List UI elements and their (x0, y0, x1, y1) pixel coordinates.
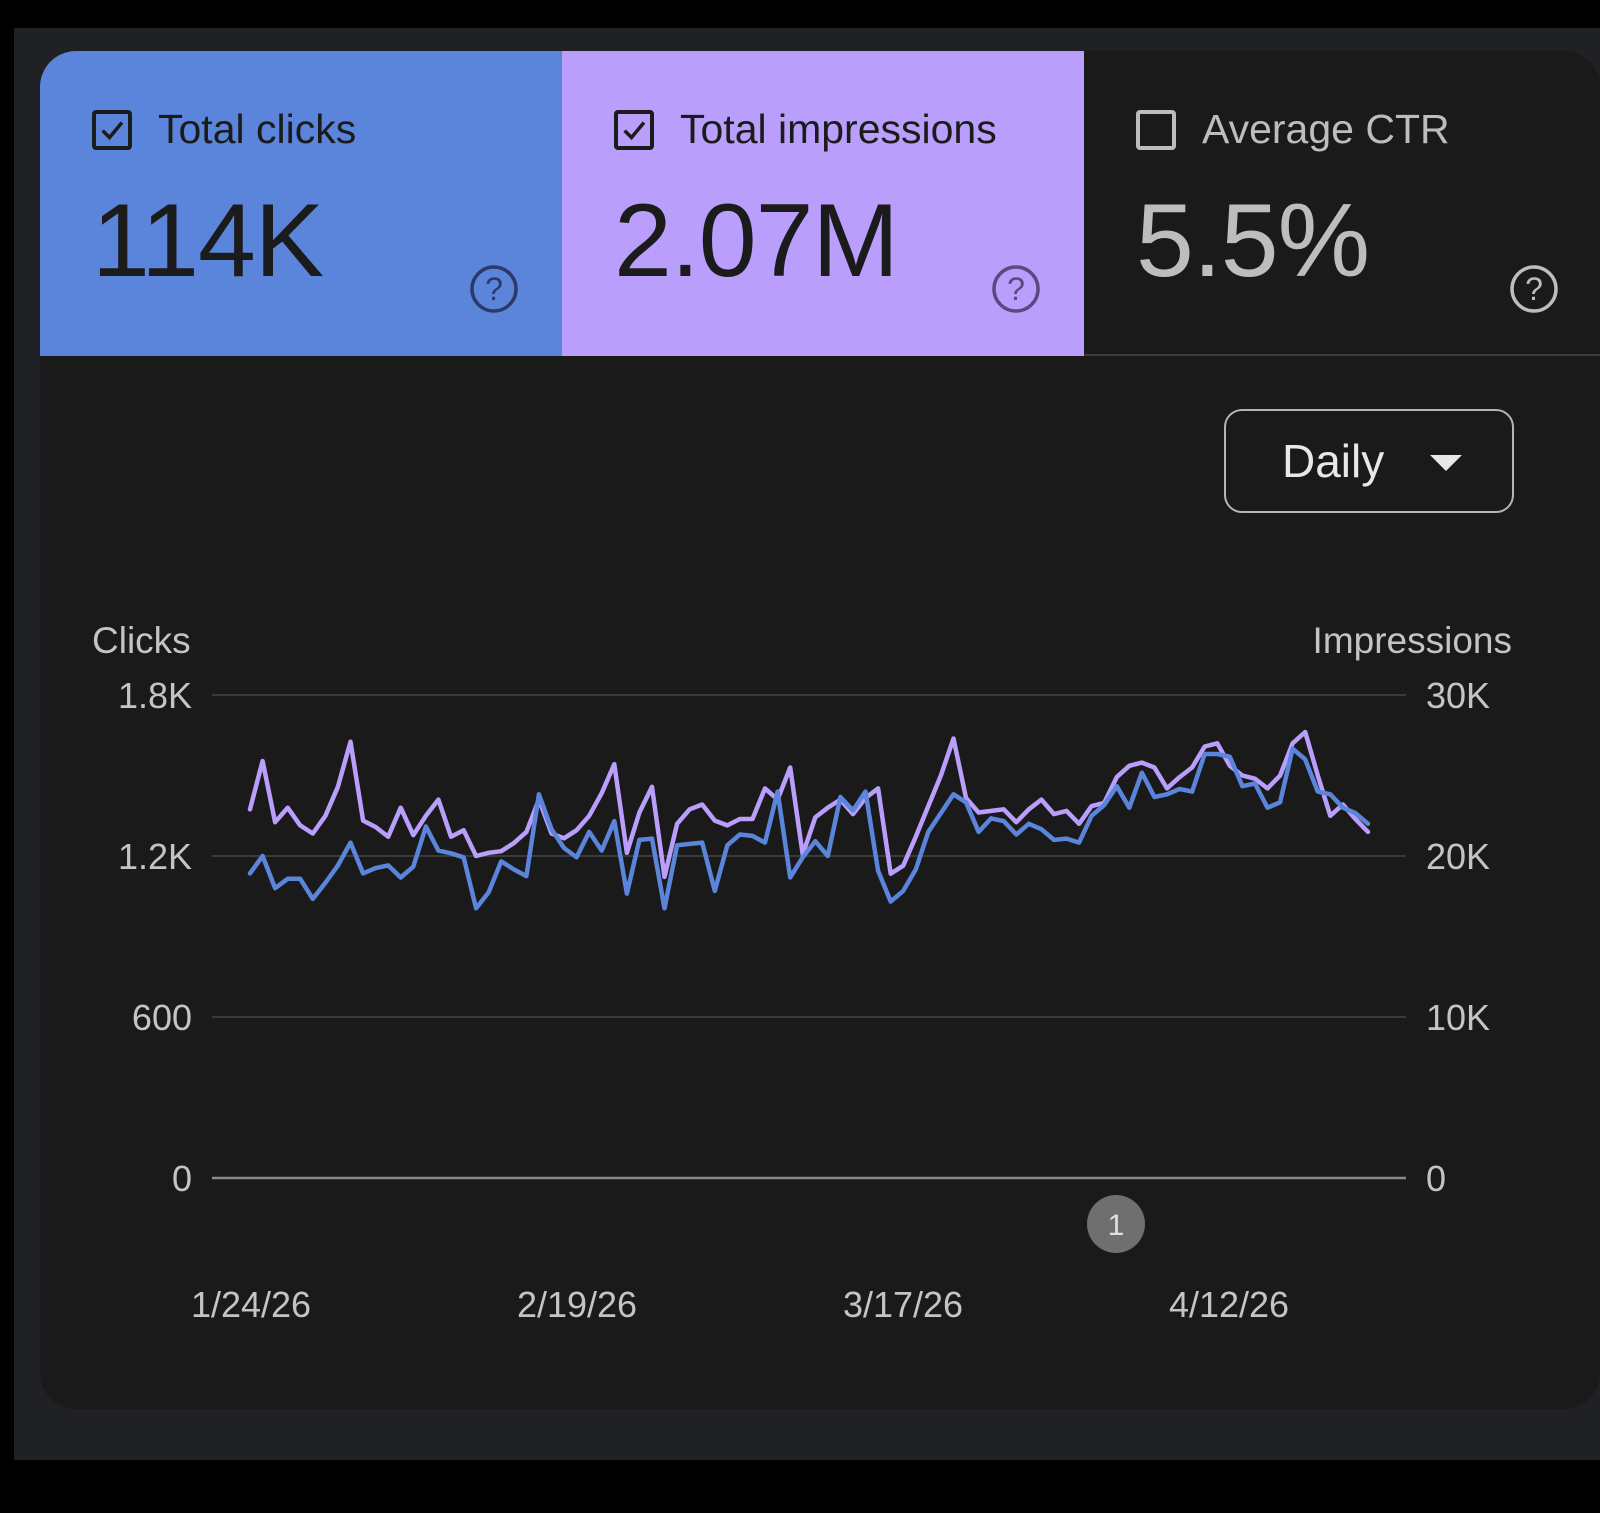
metric-tile-average-ctr[interactable]: Average CTR 5.5% ? (1084, 51, 1600, 356)
help-circle-icon[interactable]: ? (468, 263, 520, 315)
metric-label: Total clicks (158, 106, 357, 152)
y-left-tick-label: 0 (172, 1158, 192, 1199)
metric-value: 5.5% (1136, 183, 1370, 299)
annotation-marker[interactable] (1087, 1195, 1145, 1253)
y-right-tick-label: 0 (1426, 1158, 1446, 1199)
y-left-tick-label: 1.2K (118, 836, 192, 877)
checkbox-empty-icon[interactable] (1136, 109, 1176, 150)
x-tick-label: 2/19/26 (517, 1284, 637, 1325)
metric-value: 2.07M (614, 183, 899, 299)
y-left-axis-title: Clicks (92, 620, 191, 661)
svg-text:?: ? (485, 271, 503, 307)
x-tick-label: 3/17/26 (843, 1284, 963, 1325)
metric-tile-header: Average CTR (1136, 109, 1450, 150)
series-line-total-clicks[interactable] (247, 746, 1371, 911)
checkbox-checked-icon[interactable] (92, 109, 132, 150)
help-circle-icon[interactable]: ? (990, 263, 1042, 315)
metric-tile-header: Total impressions (614, 109, 997, 150)
annotation-marker-label: 1 (1108, 1209, 1125, 1242)
metric-tile-total-impressions[interactable]: Total impressions 2.07M ? (562, 51, 1084, 356)
metric-label: Total impressions (680, 106, 997, 152)
y-left-tick-label: 1.8K (118, 675, 192, 716)
performance-chart: Clicks Impressions 1.8K 30K 1.2K 20K 600 10K 0… (92, 620, 1512, 1325)
metric-value: 114K (92, 183, 324, 299)
y-left-tick-label: 600 (132, 997, 192, 1038)
metric-tile-header: Total clicks (92, 109, 356, 150)
performance-card: Total clicks 114K ? Total impressions 2.… (40, 51, 1600, 1409)
y-right-tick-label: 20K (1426, 836, 1490, 877)
y-right-tick-label: 30K (1426, 675, 1490, 716)
svg-text:?: ? (1525, 271, 1543, 307)
checkbox-checked-icon[interactable] (614, 109, 654, 150)
x-tick-label: 4/12/26 (1169, 1284, 1289, 1325)
help-circle-icon[interactable]: ? (1508, 263, 1560, 315)
metric-tiles: Total clicks 114K ? Total impressions 2.… (40, 51, 1600, 356)
caret-down-icon (1430, 455, 1462, 471)
granularity-dropdown[interactable]: Daily (1224, 409, 1514, 513)
metric-label: Average CTR (1202, 106, 1450, 152)
granularity-selected: Daily (1282, 435, 1385, 487)
x-tick-label: 1/24/26 (191, 1284, 311, 1325)
metric-tile-total-clicks[interactable]: Total clicks 114K ? (40, 51, 562, 356)
series-line-total-impressions[interactable] (247, 729, 1371, 880)
y-right-axis-title: Impressions (1313, 620, 1512, 661)
y-right-tick-label: 10K (1426, 997, 1490, 1038)
svg-text:?: ? (1007, 271, 1025, 307)
